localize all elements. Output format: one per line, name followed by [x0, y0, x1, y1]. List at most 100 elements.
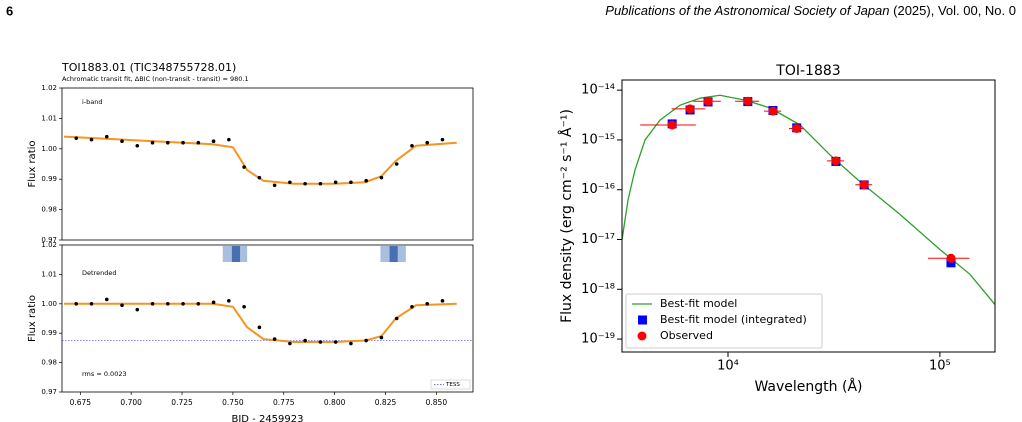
observed-point [667, 120, 677, 130]
observed-point [831, 156, 841, 166]
x-tick-label: 0.675 [70, 398, 92, 407]
panel-label: Detrended [82, 269, 116, 277]
binned-point [349, 341, 353, 346]
binned-point [104, 297, 109, 302]
y-tick-label: 10⁻¹⁵ [581, 132, 615, 147]
binned-point [181, 140, 185, 145]
binned-point [379, 335, 384, 340]
y-tick-label: 0.97 [41, 236, 57, 244]
journal: Publications of the Astronomical Society… [605, 3, 889, 18]
binned-point [272, 183, 277, 188]
binned-point [120, 303, 124, 308]
binned-point [303, 338, 307, 343]
model-curve [63, 135, 457, 185]
x-tick-label: 0.700 [120, 398, 142, 407]
y-tick-label: 1.02 [41, 241, 57, 249]
y-tick-label: 10⁻¹⁷ [581, 232, 615, 247]
plot-frame [61, 87, 474, 241]
binned-point [257, 325, 262, 330]
y-tick-label: 1.00 [41, 300, 57, 308]
observed-point [703, 96, 713, 106]
binned-point [379, 175, 384, 180]
x-tick-label: 0.825 [375, 398, 397, 407]
chart-title: TOI-1883 [775, 63, 840, 79]
rms-label: rms = 0.0023 [82, 370, 127, 378]
legend-swatch [637, 331, 647, 341]
y-tick-label: 0.97 [41, 388, 57, 396]
observed-point [946, 253, 956, 263]
binned-point [227, 137, 231, 142]
plot-frame [621, 79, 996, 353]
binned-point [211, 300, 216, 305]
observed-point [768, 106, 778, 116]
legend-box [625, 293, 823, 349]
y-tick-label: 10⁻¹⁴ [581, 83, 615, 98]
legend-swatch [638, 315, 647, 325]
y-tick-label: 10⁻¹⁶ [581, 182, 615, 197]
binned-point [318, 181, 323, 186]
binned-point [425, 140, 430, 145]
x-axis-label: BJD - 2459923 [231, 414, 303, 422]
x-tick-label: 10⁴ [717, 359, 739, 374]
binned-point [410, 143, 414, 148]
legend-label: Best-fit model [660, 297, 737, 310]
legend-label: TESS [445, 382, 460, 388]
binned-point [394, 316, 399, 321]
x-tick-label: 10⁵ [929, 359, 951, 374]
binned-point [120, 139, 124, 143]
x-axis-label: Wavelength (Å) [754, 378, 862, 395]
y-tick-label: 0.99 [41, 329, 57, 337]
binned-point [89, 302, 94, 306]
binned-point [89, 137, 94, 142]
integrated-point [946, 258, 956, 268]
running-header: Publications of the Astronomical Society… [605, 3, 1016, 18]
binned-point [410, 304, 414, 309]
y-axis-label: Flux ratio [27, 295, 38, 342]
x-tick-label: 0.775 [273, 398, 295, 407]
binned-point [288, 341, 292, 346]
chart-title: TOI1883.01 (TIC348755728.01) [61, 61, 236, 74]
binned-point [440, 299, 445, 303]
binned-point [196, 140, 201, 145]
binned-point [150, 140, 155, 145]
transit-span-core [231, 246, 241, 262]
page-number: 6 [6, 3, 13, 18]
y-tick-label: 10⁻¹⁸ [581, 282, 615, 297]
y-axis-label: Flux density (erg cm⁻² s⁻¹ Å⁻¹) [558, 109, 575, 323]
plot-frame [61, 244, 474, 393]
binned-point [257, 175, 262, 180]
citation: (2025), Vol. 00, No. 0 [893, 3, 1016, 18]
binned-point [211, 139, 216, 143]
binned-point [242, 165, 246, 169]
observed-point [792, 123, 802, 133]
binned-point [303, 181, 307, 186]
y-tick-label: 0.98 [41, 359, 57, 367]
binned-point [74, 302, 79, 306]
y-tick-label: 0.98 [41, 206, 57, 214]
binned-point [349, 180, 353, 185]
binned-point [227, 299, 231, 303]
binned-point [242, 304, 246, 309]
model-curve [64, 302, 457, 344]
chart-subtitle: Achromatic transit fit, ΔBIC (non-transi… [62, 75, 249, 83]
binned-point [196, 302, 201, 306]
panel-label: i-band [82, 98, 103, 106]
binned-point [333, 340, 338, 344]
binned-point [333, 180, 338, 185]
observed-point [859, 180, 869, 190]
binned-point [440, 137, 445, 142]
binned-point [272, 337, 277, 341]
binned-point [135, 307, 140, 312]
x-tick-label: 0.725 [171, 398, 193, 407]
legend-label: Observed [660, 329, 713, 342]
y-tick-label: 0.99 [41, 175, 57, 183]
binned-point [318, 340, 323, 344]
binned-point [166, 140, 170, 145]
binned-point [135, 143, 140, 148]
observed-point [685, 104, 695, 114]
binned-point [74, 136, 79, 140]
binned-point [425, 302, 430, 306]
y-tick-label: 1.01 [41, 114, 57, 122]
binned-point [181, 302, 185, 306]
